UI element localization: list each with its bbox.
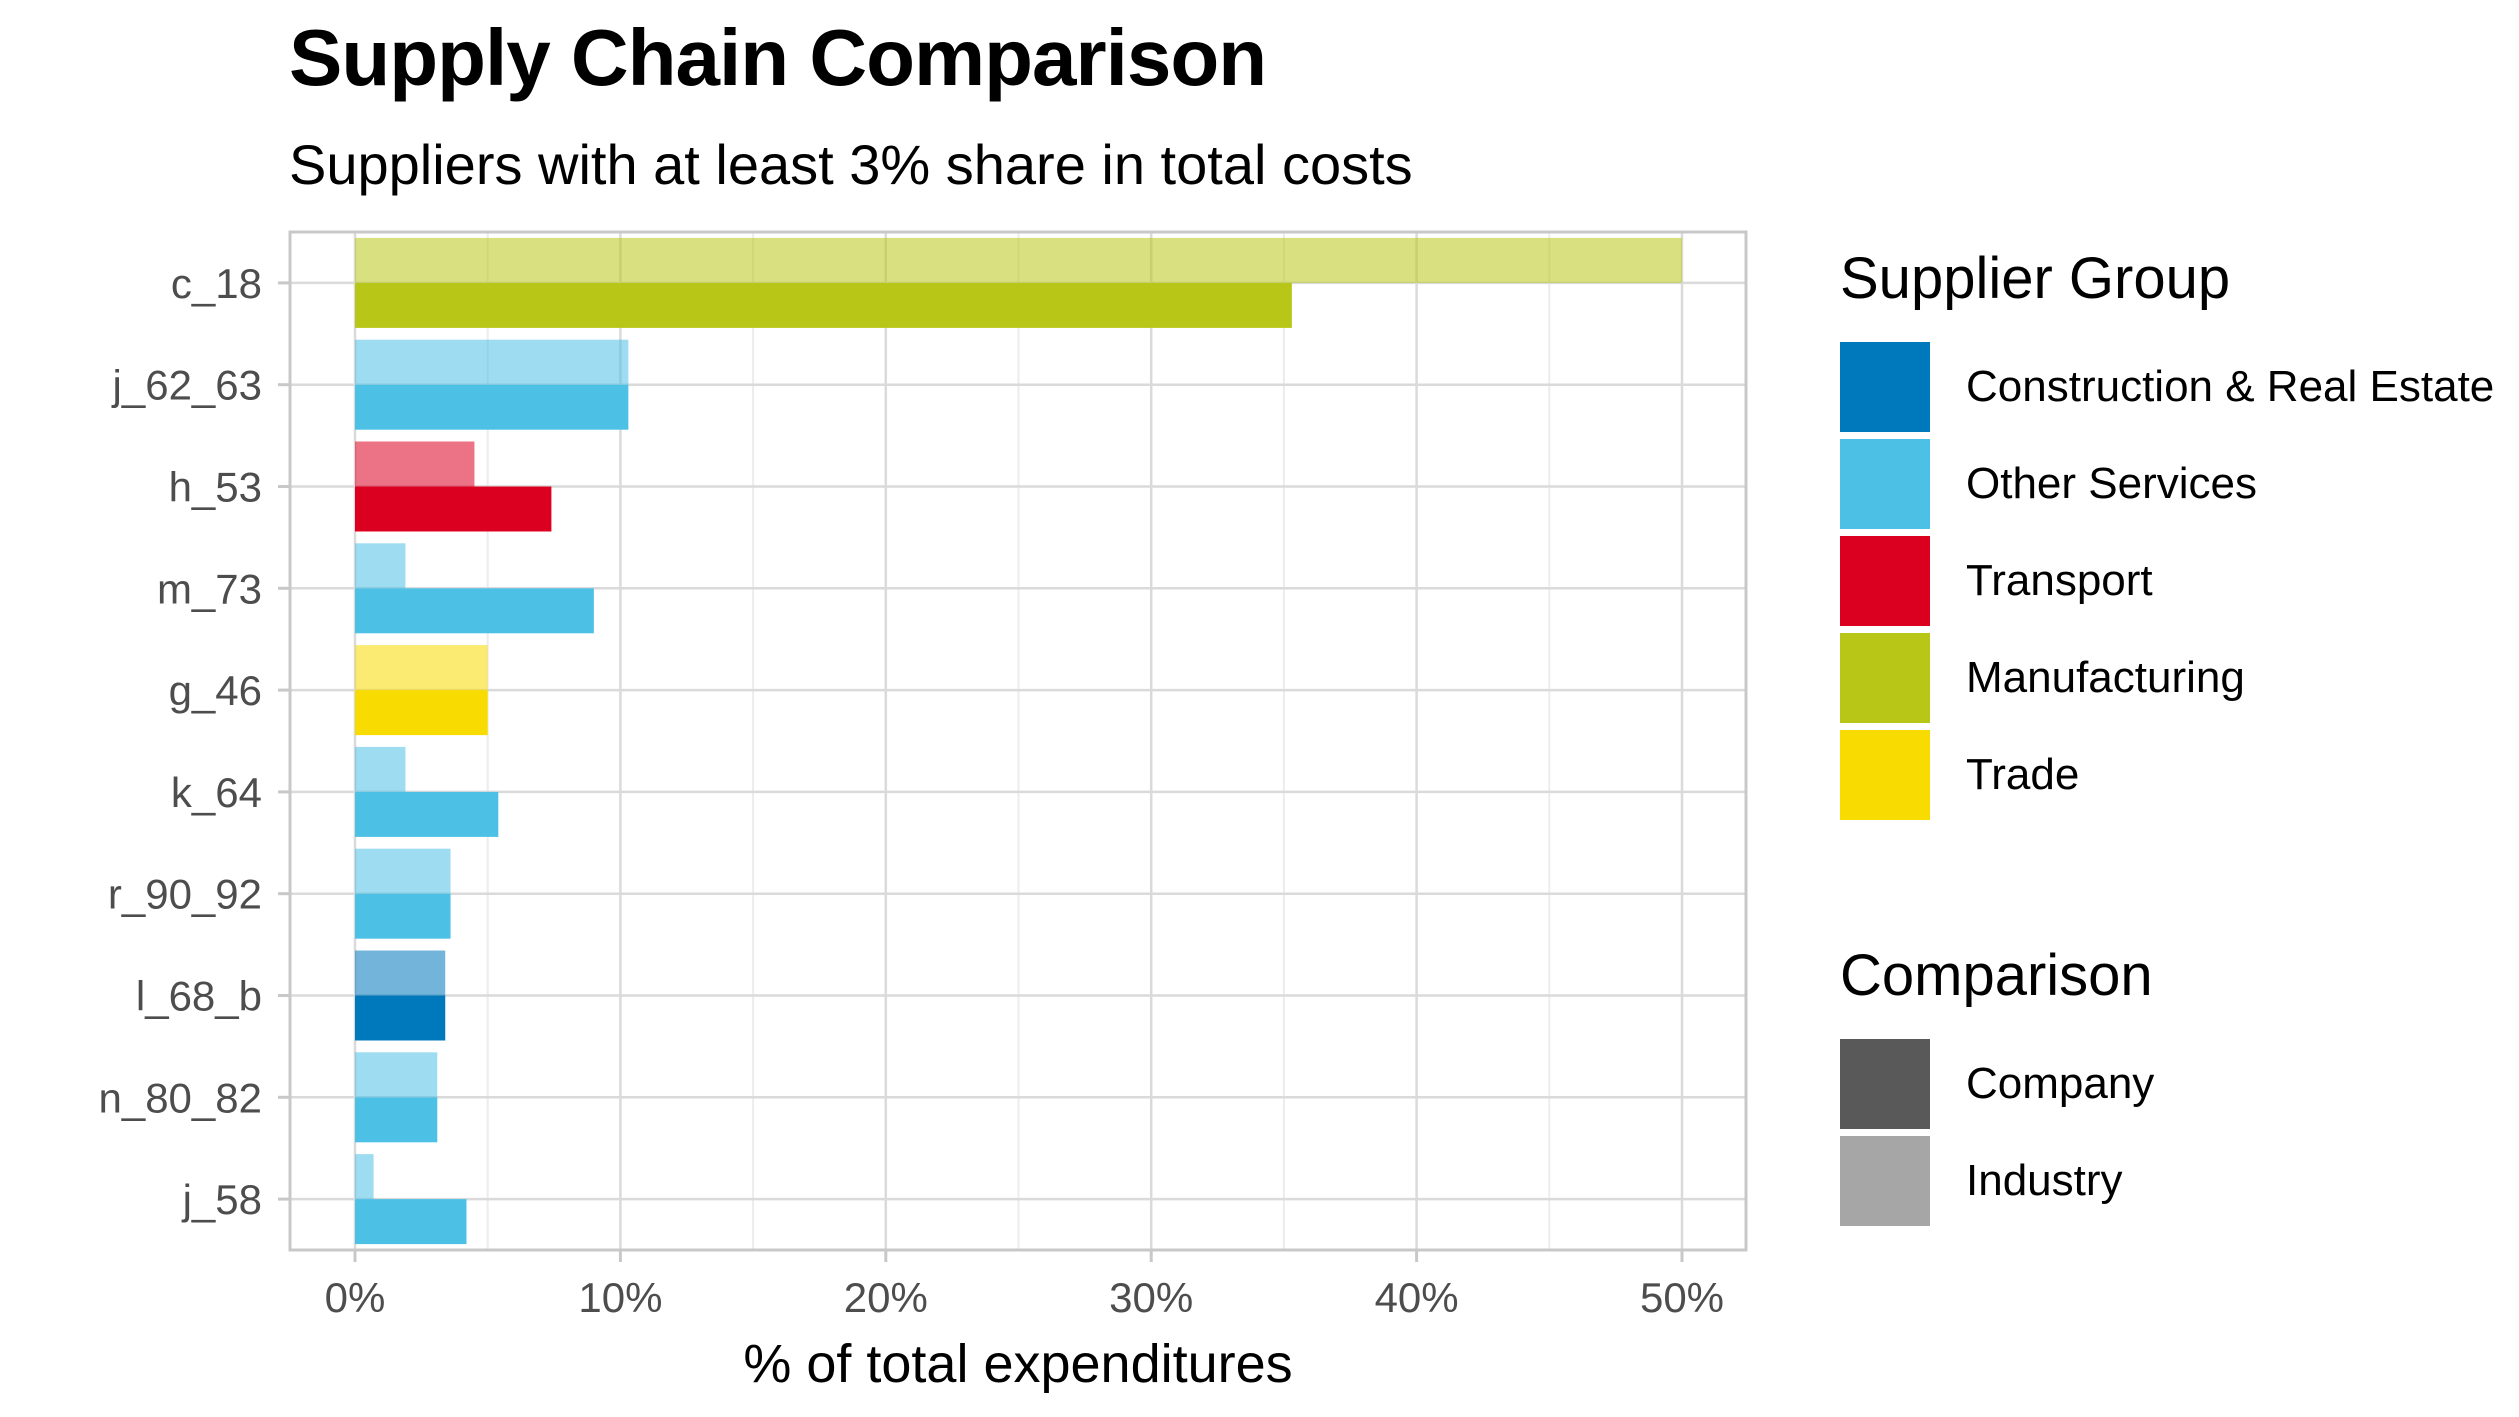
comparison-legend: Comparison Company Industry bbox=[1840, 942, 2154, 1229]
y-tick-label: j_62_63 bbox=[111, 362, 262, 409]
bar-company-h_53 bbox=[355, 486, 552, 532]
supplier-group-legend-label: Manufacturing bbox=[1966, 652, 2245, 702]
bar-company-g_46 bbox=[355, 690, 488, 736]
x-tick-label: 20% bbox=[844, 1274, 928, 1321]
x-tick-label: 40% bbox=[1375, 1274, 1459, 1321]
supplier-group-legend-swatch bbox=[1840, 729, 1930, 820]
bar-company-m_73 bbox=[355, 588, 594, 634]
comparison-legend-label: Industry bbox=[1966, 1155, 2123, 1205]
bar-company-k_64 bbox=[355, 791, 499, 837]
supplier-group-legend-label: Trade bbox=[1966, 749, 2080, 799]
bar-company-j_58 bbox=[355, 1199, 467, 1245]
bar-industry-k_64 bbox=[355, 746, 406, 792]
y-tick-label: h_53 bbox=[169, 464, 262, 511]
supplier-group-legend-item: Transport bbox=[1840, 532, 2494, 629]
bar-industry-n_80_82 bbox=[355, 1052, 438, 1098]
y-tick-label: j_58 bbox=[181, 1176, 262, 1223]
bar-industry-m_73 bbox=[355, 543, 406, 589]
supplier-group-legend-label: Transport bbox=[1966, 555, 2153, 605]
bar-industry-r_90_92 bbox=[355, 848, 451, 894]
y-tick-label: k_64 bbox=[171, 769, 262, 816]
supplier-group-legend-swatch bbox=[1840, 438, 1930, 529]
x-tick-label: 0% bbox=[325, 1274, 386, 1321]
y-tick-label: g_46 bbox=[169, 667, 262, 714]
y-tick-label: c_18 bbox=[171, 260, 262, 307]
supplier-group-legend-item: Trade bbox=[1840, 726, 2494, 823]
bar-company-r_90_92 bbox=[355, 893, 451, 939]
supplier-group-legend-swatch bbox=[1840, 632, 1930, 723]
bar-industry-g_46 bbox=[355, 645, 488, 691]
bar-industry-j_58 bbox=[355, 1154, 374, 1200]
x-tick-label: 30% bbox=[1109, 1274, 1193, 1321]
supplier-group-legend: Supplier Group Construction & Real Estat… bbox=[1840, 245, 2494, 823]
y-tick-label: r_90_92 bbox=[108, 871, 262, 918]
x-tick-label: 10% bbox=[578, 1274, 662, 1321]
supplier-group-legend-title: Supplier Group bbox=[1840, 246, 2231, 311]
comparison-legend-label: Company bbox=[1966, 1058, 2155, 1108]
x-axis-title: % of total expenditures bbox=[743, 1334, 1292, 1394]
x-tick-label: 50% bbox=[1640, 1274, 1724, 1321]
supplier-group-legend-swatch bbox=[1840, 341, 1930, 432]
bar-company-c_18 bbox=[355, 282, 1292, 328]
bar-company-n_80_82 bbox=[355, 1097, 438, 1143]
supplier-group-legend-item: Manufacturing bbox=[1840, 629, 2494, 726]
bar-industry-j_62_63 bbox=[355, 339, 629, 385]
supplier-group-legend-item: Other Services bbox=[1840, 435, 2494, 532]
plot-border bbox=[288, 230, 1748, 1252]
supplier-group-legend-label: Construction & Real Estate bbox=[1966, 361, 2495, 411]
bar-industry-h_53 bbox=[355, 441, 475, 487]
y-tick-label: l_68_b bbox=[136, 973, 262, 1020]
supplier-group-legend-swatch bbox=[1840, 535, 1930, 626]
comparison-legend-swatch bbox=[1840, 1135, 1930, 1226]
chart-subtitle: Suppliers with at least 3% share in tota… bbox=[289, 133, 1413, 196]
bar-industry-c_18 bbox=[355, 237, 1682, 283]
bar-company-l_68_b bbox=[355, 995, 446, 1041]
comparison-legend-item: Industry bbox=[1840, 1132, 2154, 1229]
bar-industry-l_68_b bbox=[355, 950, 446, 996]
bar-company-j_62_63 bbox=[355, 384, 629, 430]
y-tick-label: m_73 bbox=[157, 565, 262, 612]
comparison-legend-swatch bbox=[1840, 1038, 1930, 1129]
y-tick-label: n_80_82 bbox=[98, 1074, 262, 1121]
supplier-group-legend-item: Construction & Real Estate bbox=[1840, 338, 2494, 435]
chart-title: Supply Chain Comparison bbox=[289, 13, 1267, 102]
comparison-legend-title: Comparison bbox=[1840, 943, 2153, 1008]
supplier-group-legend-label: Other Services bbox=[1966, 458, 2257, 508]
comparison-legend-item: Company bbox=[1840, 1035, 2154, 1132]
